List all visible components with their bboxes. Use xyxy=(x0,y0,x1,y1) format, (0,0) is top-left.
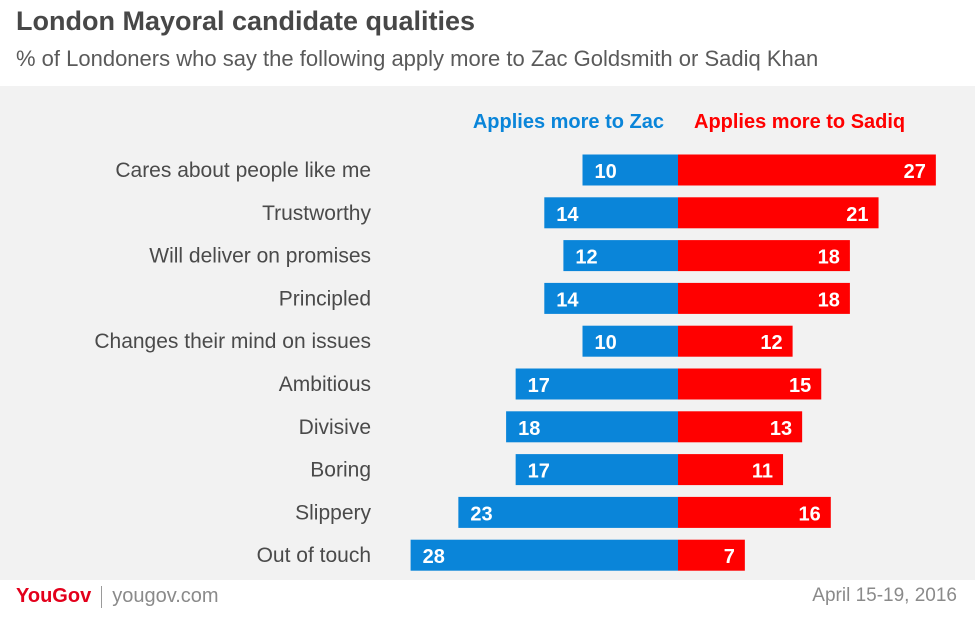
chart-header: London Mayoral candidate qualities % of … xyxy=(0,0,975,86)
data-label-zac-slippery: 23 xyxy=(470,503,492,525)
data-label-zac-cares-about-people-like-me: 10 xyxy=(595,161,617,183)
bar-sadiq-trustworthy xyxy=(678,197,879,229)
yougov-logo: YouGov xyxy=(16,585,91,608)
category-label-slippery: Slippery xyxy=(295,501,371,524)
data-label-zac-changes-their-mind-on-issues: 10 xyxy=(595,332,617,354)
data-label-sadiq-divisive: 13 xyxy=(770,418,792,440)
category-label-trustworthy: Trustworthy xyxy=(262,202,371,225)
legend-sadiq: Applies more to Sadiq xyxy=(694,111,905,133)
bar-sadiq-slippery xyxy=(678,496,831,528)
category-label-ambitious: Ambitious xyxy=(279,373,371,396)
legend-zac: Applies more to Zac xyxy=(473,111,664,133)
data-label-sadiq-cares-about-people-like-me: 27 xyxy=(904,161,926,183)
bar-zac-cares-about-people-like-me xyxy=(582,154,678,186)
bar-sadiq-out-of-touch xyxy=(678,539,745,571)
data-label-zac-out-of-touch: 28 xyxy=(423,546,445,568)
category-label-changes-their-mind-on-issues: Changes their mind on issues xyxy=(94,330,371,353)
category-label-principled: Principled xyxy=(279,287,371,310)
logo-you-text: You xyxy=(16,585,53,607)
bar-sadiq-boring xyxy=(678,454,784,486)
category-label-boring: Boring xyxy=(310,459,371,482)
data-label-sadiq-trustworthy: 21 xyxy=(846,204,868,226)
yougov-brand: YouGov yougov.com xyxy=(16,585,219,608)
bar-zac-will-deliver-on-promises xyxy=(563,240,678,272)
bar-sadiq-cares-about-people-like-me xyxy=(678,154,936,186)
data-label-sadiq-out-of-touch: 7 xyxy=(724,546,735,568)
bar-zac-boring xyxy=(515,454,678,486)
bar-zac-principled xyxy=(544,282,678,314)
data-label-sadiq-changes-their-mind-on-issues: 12 xyxy=(760,332,782,354)
category-label-will-deliver-on-promises: Will deliver on promises xyxy=(149,245,371,268)
data-label-sadiq-slippery: 16 xyxy=(799,503,821,525)
bar-zac-divisive xyxy=(506,411,678,443)
brand-divider xyxy=(101,585,103,608)
bar-zac-ambitious xyxy=(515,368,678,400)
data-label-zac-principled: 14 xyxy=(556,289,579,311)
survey-date: April 15-19, 2016 xyxy=(812,585,957,606)
data-label-sadiq-principled: 18 xyxy=(818,289,840,311)
data-label-sadiq-ambitious: 15 xyxy=(789,375,811,397)
bar-sadiq-divisive xyxy=(678,411,803,443)
bar-zac-trustworthy xyxy=(544,197,678,229)
data-label-sadiq-will-deliver-on-promises: 18 xyxy=(818,247,840,269)
category-label-cares-about-people-like-me: Cares about people like me xyxy=(115,159,371,182)
brand-url: yougov.com xyxy=(112,585,219,607)
category-label-divisive: Divisive xyxy=(299,416,371,439)
chart-subtitle: % of Londoners who say the following app… xyxy=(16,46,819,71)
data-label-zac-will-deliver-on-promises: 12 xyxy=(575,247,597,269)
bar-zac-changes-their-mind-on-issues xyxy=(582,325,678,357)
data-label-zac-boring: 17 xyxy=(528,461,550,483)
logo-gov-text: Gov xyxy=(52,585,92,607)
data-label-zac-ambitious: 17 xyxy=(528,375,550,397)
bar-zac-out-of-touch xyxy=(410,539,678,571)
bar-sadiq-changes-their-mind-on-issues xyxy=(678,325,793,357)
category-label-out-of-touch: Out of touch xyxy=(257,544,371,567)
bar-sadiq-ambitious xyxy=(678,368,822,400)
data-label-zac-divisive: 18 xyxy=(518,418,540,440)
data-label-sadiq-boring: 11 xyxy=(752,461,773,483)
chart-title: London Mayoral candidate qualities xyxy=(16,6,476,36)
bar-sadiq-principled xyxy=(678,282,850,314)
bar-zac-slippery xyxy=(458,496,678,528)
bar-sadiq-will-deliver-on-promises xyxy=(678,240,850,272)
data-label-zac-trustworthy: 14 xyxy=(556,204,579,226)
